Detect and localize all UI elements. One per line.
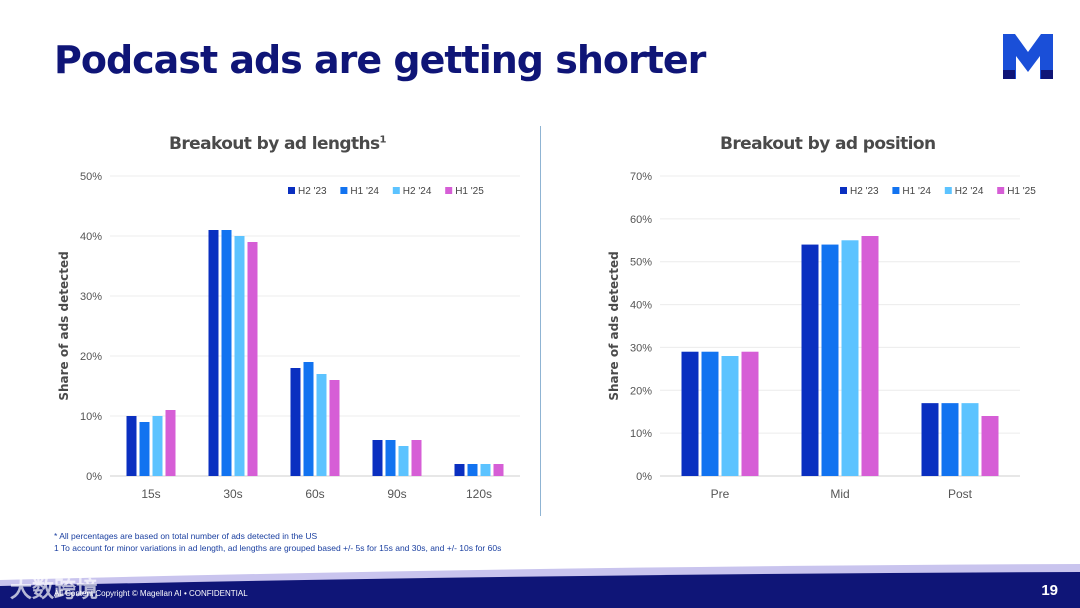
bar	[221, 230, 232, 476]
x-tick-label: 90s	[387, 487, 406, 501]
x-tick-label: 120s	[466, 487, 492, 501]
legend-swatch	[840, 187, 847, 194]
bar	[701, 351, 719, 476]
bar	[303, 362, 314, 476]
legend-swatch	[288, 187, 295, 194]
legend-entry: H2 '23	[850, 186, 879, 197]
y-tick-label: 70%	[630, 171, 652, 183]
y-tick-label: 20%	[80, 351, 102, 363]
x-tick-label: 15s	[141, 487, 160, 501]
bar	[981, 416, 999, 476]
y-tick-label: 40%	[630, 300, 652, 312]
bar	[821, 244, 839, 476]
y-tick-label: 30%	[630, 342, 652, 354]
footer-copyright: All Content Copyright © Magellan AI • CO…	[54, 589, 248, 598]
legend-entry: H1 '24	[350, 186, 379, 197]
bar	[247, 242, 258, 476]
bar	[467, 464, 478, 476]
legend-entry: H1 '24	[902, 186, 931, 197]
chart-title-ad-position: Breakout by ad position	[720, 134, 936, 154]
legend-swatch	[944, 187, 952, 194]
x-tick-label: Mid	[830, 487, 849, 501]
magellan-logo-icon	[1003, 34, 1053, 79]
bar	[861, 236, 879, 476]
y-tick-label: 20%	[630, 385, 652, 397]
y-tick-label: 10%	[630, 428, 652, 440]
watermark: 大数跨境	[10, 578, 99, 603]
page-number: 19	[1041, 582, 1058, 599]
y-tick-label: 50%	[630, 257, 652, 269]
title-superscript: 1	[379, 134, 387, 146]
legend-entry: H2 '23	[298, 186, 327, 197]
chart-title-ad-lengths: Breakout by ad lengths1	[169, 134, 387, 154]
y-tick-label: 10%	[80, 411, 102, 423]
y-tick-label: 50%	[80, 171, 102, 183]
footer-band	[0, 564, 1080, 608]
legend-swatch	[997, 187, 1005, 194]
bar	[454, 464, 465, 476]
y-tick-label: 30%	[80, 291, 102, 303]
bar	[681, 351, 699, 476]
x-tick-label: Pre	[711, 487, 730, 501]
x-tick-label: Post	[948, 487, 973, 501]
footnote-ad-length-grouping: 1 To account for minor variations in ad …	[54, 543, 502, 553]
footnote-percentages: * All percentages are based on total num…	[54, 531, 318, 541]
bar	[721, 356, 739, 476]
legend-entry: H2 '24	[955, 186, 984, 197]
bar	[801, 244, 819, 476]
bar	[139, 422, 150, 476]
chart-divider	[540, 126, 541, 516]
bar	[290, 368, 301, 476]
x-tick-label: 60s	[305, 487, 324, 501]
y-tick-label: 40%	[80, 231, 102, 243]
bar	[493, 464, 504, 476]
y-tick-label: 60%	[630, 214, 652, 226]
bar	[398, 446, 409, 476]
bar	[329, 380, 340, 476]
legend-swatch	[392, 187, 400, 194]
ad-position-chart: 0% 10% 20% 30% 40% 50% 60% 70% Share of ads dete…	[607, 171, 1036, 501]
bar	[208, 230, 219, 476]
ad-lengths-chart: 0% 10% 20% 30% 40% 50% Share of ads detected 15…	[57, 171, 520, 501]
bar	[372, 440, 383, 476]
bar	[126, 416, 137, 476]
bar	[941, 403, 959, 476]
slide-title: Podcast ads are getting shorter	[54, 38, 706, 82]
bar	[841, 240, 859, 476]
y-axis-label: Share of ads detected	[607, 251, 621, 400]
bar	[385, 440, 396, 476]
bar	[316, 374, 327, 476]
bar	[165, 410, 176, 476]
y-axis-label: Share of ads detected	[57, 251, 71, 400]
bar	[921, 403, 939, 476]
bar	[741, 351, 759, 476]
legend-entry: H1 '25	[455, 186, 484, 197]
y-tick-label: 0%	[636, 471, 652, 483]
legend-entry: H2 '24	[403, 186, 432, 197]
bar	[234, 236, 245, 476]
y-tick-label: 0%	[86, 471, 102, 483]
legend-swatch	[892, 187, 900, 194]
bar	[480, 464, 491, 476]
legend-entry: H1 '25	[1007, 186, 1036, 197]
x-tick-label: 30s	[223, 487, 242, 501]
bar	[961, 403, 979, 476]
bar	[152, 416, 163, 476]
legend-swatch	[340, 187, 348, 194]
legend-swatch	[445, 187, 453, 194]
bar	[411, 440, 422, 476]
